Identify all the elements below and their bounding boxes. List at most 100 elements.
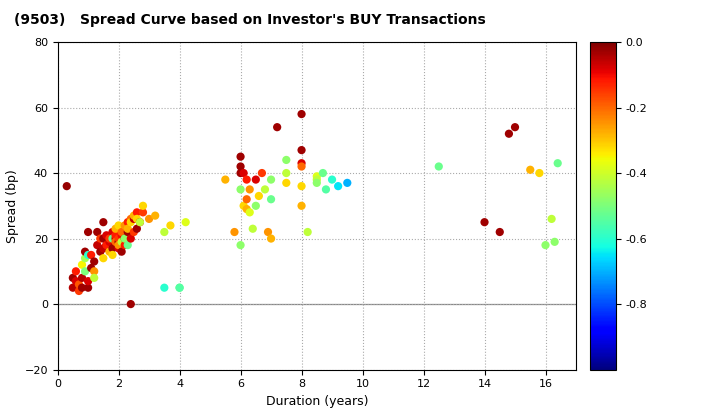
Point <box>119 235 130 242</box>
Point <box>76 261 88 268</box>
Point <box>101 242 112 249</box>
Point <box>82 228 94 235</box>
Point <box>271 124 283 131</box>
Text: (9503)   Spread Curve based on Investor's BUY Transactions: (9503) Spread Curve based on Investor's … <box>14 13 486 26</box>
Point <box>180 219 192 226</box>
Point <box>296 163 307 170</box>
Point <box>82 284 94 291</box>
Point <box>229 228 240 235</box>
Point <box>134 219 145 226</box>
Point <box>89 275 100 281</box>
Point <box>253 193 265 199</box>
Point <box>479 219 490 226</box>
Point <box>107 235 118 242</box>
Point <box>104 235 115 242</box>
Point <box>98 235 109 242</box>
Point <box>119 242 130 249</box>
Point <box>238 202 249 209</box>
Point <box>113 239 125 245</box>
Point <box>125 219 137 226</box>
Point <box>540 242 552 249</box>
Point <box>125 215 137 222</box>
Point <box>109 242 121 249</box>
Point <box>67 284 78 291</box>
Point <box>281 179 292 186</box>
Point <box>107 252 118 258</box>
Point <box>143 215 155 222</box>
Point <box>296 160 307 167</box>
Point <box>125 235 137 242</box>
Point <box>122 228 133 235</box>
Point <box>333 183 344 189</box>
Point <box>262 228 274 235</box>
Point <box>174 284 185 291</box>
Point <box>91 228 103 235</box>
Point <box>61 183 73 189</box>
Point <box>94 235 106 242</box>
Point <box>241 196 253 202</box>
Point <box>220 176 231 183</box>
Point <box>131 215 143 222</box>
Point <box>122 242 133 249</box>
Point <box>241 206 253 213</box>
Point <box>128 228 140 235</box>
Point <box>109 232 121 239</box>
Point <box>247 226 258 232</box>
Point <box>235 186 246 193</box>
Point <box>119 222 130 229</box>
Point <box>116 239 127 245</box>
Point <box>104 248 115 255</box>
Point <box>113 242 125 249</box>
Point <box>235 163 246 170</box>
Point <box>311 179 323 186</box>
Point <box>70 278 81 284</box>
Point <box>107 245 118 252</box>
Point <box>67 275 78 281</box>
Point <box>524 166 536 173</box>
Point <box>128 212 140 219</box>
Point <box>341 179 353 186</box>
Point <box>98 219 109 226</box>
Point <box>296 147 307 153</box>
Point <box>70 268 81 275</box>
Point <box>134 219 145 226</box>
Point <box>296 183 307 189</box>
Point <box>82 278 94 284</box>
Point <box>101 232 112 239</box>
Point <box>265 235 276 242</box>
Point <box>116 232 127 239</box>
Point <box>113 222 125 229</box>
Point <box>296 111 307 118</box>
Point <box>73 288 85 294</box>
Point <box>158 228 170 235</box>
Point <box>296 202 307 209</box>
Point <box>265 196 276 202</box>
X-axis label: Duration (years): Duration (years) <box>266 395 368 408</box>
Point <box>302 228 313 235</box>
Point <box>109 239 121 245</box>
Point <box>165 222 176 229</box>
Point <box>235 170 246 176</box>
Point <box>150 212 161 219</box>
Point <box>113 245 125 252</box>
Point <box>256 170 268 176</box>
Point <box>76 275 88 281</box>
Point <box>317 170 328 176</box>
Point <box>79 248 91 255</box>
Point <box>138 202 149 209</box>
Point <box>433 163 444 170</box>
Point <box>259 186 271 193</box>
Point <box>281 170 292 176</box>
Point <box>89 258 100 265</box>
Point <box>89 268 100 275</box>
Y-axis label: Spread (bp): Spread (bp) <box>6 169 19 243</box>
Point <box>244 209 256 216</box>
Point <box>86 265 97 271</box>
Point <box>235 153 246 160</box>
Point <box>311 173 323 180</box>
Point <box>79 268 91 275</box>
Point <box>509 124 521 131</box>
Point <box>98 245 109 252</box>
Point <box>131 226 143 232</box>
Point <box>82 252 94 258</box>
